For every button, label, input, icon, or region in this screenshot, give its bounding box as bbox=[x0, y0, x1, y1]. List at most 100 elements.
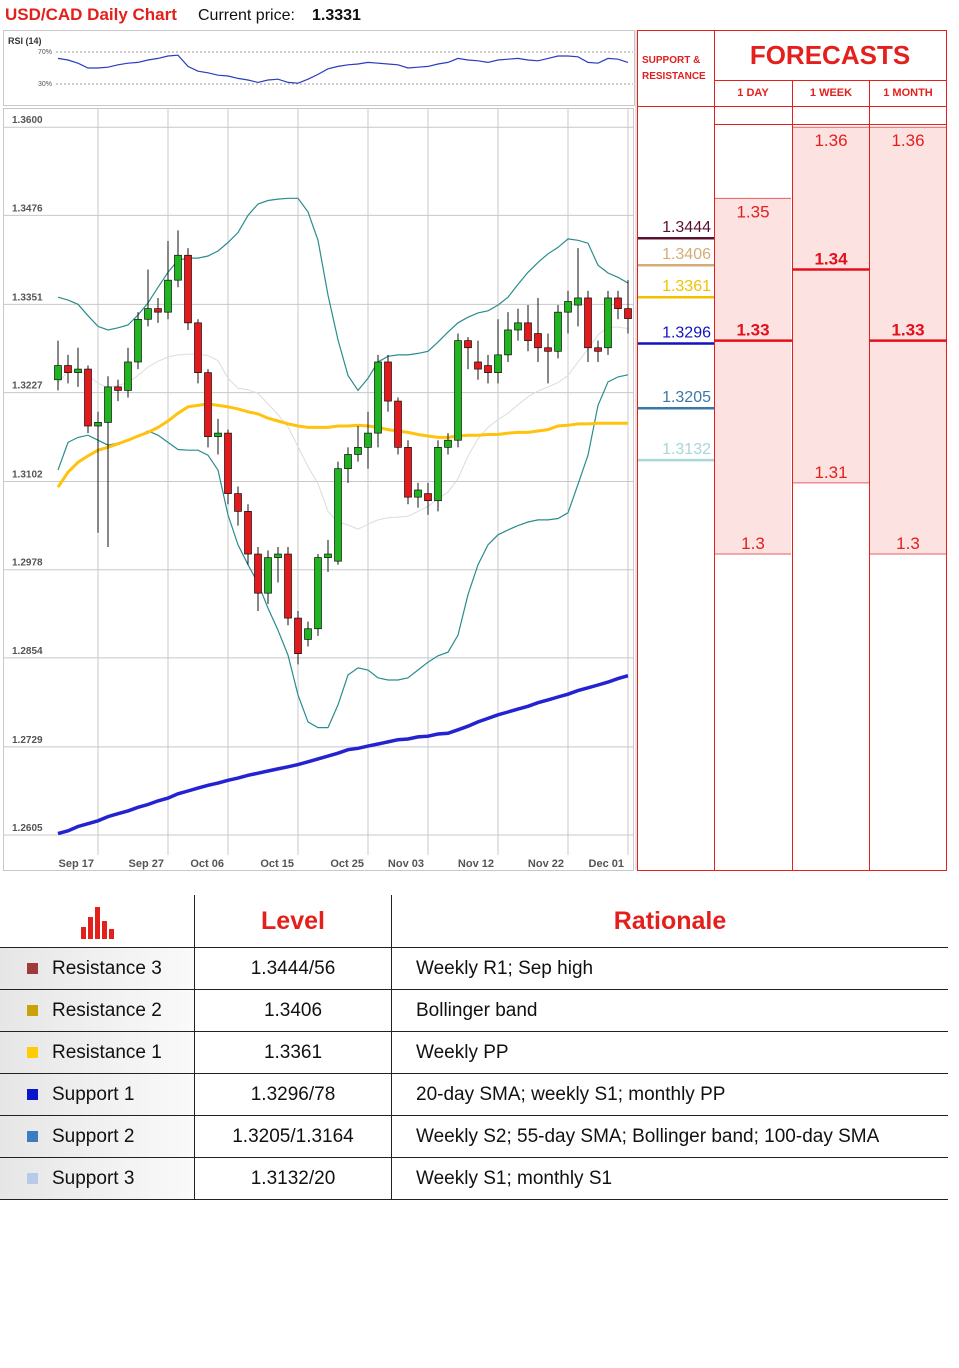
candle-body bbox=[614, 297, 622, 309]
candle-body bbox=[204, 372, 212, 438]
candle-body bbox=[464, 340, 472, 349]
rationale-cell: Weekly S1; monthly S1 bbox=[416, 1167, 613, 1189]
candle-body bbox=[494, 354, 502, 373]
y-tick-label: 1.2854 bbox=[12, 646, 43, 657]
level-cell: 1.3444/56 bbox=[195, 948, 392, 989]
rsi-line bbox=[57, 54, 629, 84]
candle-body bbox=[144, 308, 152, 320]
y-tick-label: 1.2605 bbox=[12, 823, 43, 834]
y-tick-label: 70% bbox=[38, 49, 52, 56]
name-cell: Support 2 bbox=[0, 1116, 195, 1157]
level-cell: 1.3406 bbox=[195, 990, 392, 1031]
candle-body bbox=[524, 322, 532, 341]
table-row: Support 3 1.3132/20 Weekly S1; monthly S1 bbox=[0, 1158, 948, 1200]
candle-body bbox=[324, 553, 332, 558]
candle-body bbox=[314, 557, 322, 630]
candle-body bbox=[564, 301, 572, 313]
candle-body bbox=[594, 347, 602, 352]
candle-body bbox=[544, 347, 552, 352]
forecast-label: 1.33 bbox=[736, 321, 769, 340]
overlay-line bbox=[56, 402, 628, 489]
candle-body bbox=[534, 333, 542, 349]
x-tick-label: Oct 06 bbox=[190, 858, 224, 870]
level-cell: 1.3296/78 bbox=[195, 1074, 392, 1115]
color-swatch bbox=[27, 1089, 38, 1100]
candle-body bbox=[384, 361, 392, 402]
table-header: Level Rationale bbox=[0, 895, 948, 948]
overlay-line bbox=[57, 674, 629, 836]
candle-body bbox=[94, 422, 102, 427]
forecast-label: 1.34 bbox=[814, 249, 848, 268]
y-tick-label: 1.3600 bbox=[12, 115, 43, 126]
column-label: 1 MONTH bbox=[883, 87, 933, 99]
rationale-cell: 20-day SMA; weekly S1; monthly PP bbox=[416, 1083, 726, 1105]
x-tick-label: Oct 15 bbox=[260, 858, 294, 870]
price: 1.3331 bbox=[312, 7, 361, 24]
candle-body bbox=[274, 553, 282, 558]
name-cell: Support 1 bbox=[0, 1074, 195, 1115]
candle-body bbox=[114, 386, 122, 391]
candle-body bbox=[404, 446, 412, 498]
y-tick-label: 1.2729 bbox=[12, 735, 43, 746]
table-row: Resistance 2 1.3406 Bollinger band bbox=[0, 990, 948, 1032]
name-cell: Resistance 2 bbox=[0, 990, 195, 1031]
candle-body bbox=[64, 365, 72, 373]
forecast-label: 1.3 bbox=[741, 534, 765, 553]
forecast-label: 1.31 bbox=[814, 463, 847, 482]
overlay-line bbox=[57, 374, 629, 729]
rationale-cell: Bollinger band bbox=[416, 999, 538, 1021]
row-name: Support 2 bbox=[52, 1125, 135, 1147]
level-cell: 1.3205/1.3164 bbox=[195, 1116, 392, 1157]
x-tick-label: Nov 12 bbox=[458, 858, 494, 870]
level-label: 1.3444 bbox=[662, 219, 711, 236]
color-swatch bbox=[27, 1047, 38, 1058]
column-label: 1 DAY bbox=[737, 87, 769, 99]
candle-body bbox=[224, 432, 232, 494]
candle-body bbox=[364, 432, 372, 448]
table-row: Support 2 1.3205/1.3164 Weekly S2; 55-day … bbox=[0, 1116, 948, 1158]
name-cell: Resistance 1 bbox=[0, 1032, 195, 1073]
candle-body bbox=[304, 628, 312, 640]
support-resistance-title: SUPPORT & RESISTANCE bbox=[642, 55, 706, 82]
header-cell: Level bbox=[195, 895, 392, 947]
candle-body bbox=[124, 361, 132, 391]
y-tick-label: 1.3227 bbox=[12, 381, 43, 392]
candle-body bbox=[184, 254, 192, 324]
y-tick-label: 30% bbox=[38, 81, 52, 88]
forecast-label: 1.36 bbox=[814, 131, 847, 150]
row-name: Resistance 1 bbox=[52, 1041, 162, 1063]
forecast-range bbox=[715, 198, 791, 555]
x-tick-label: Nov 22 bbox=[528, 858, 564, 870]
level-cell: 1.3132/20 bbox=[195, 1158, 392, 1199]
candle-body bbox=[584, 297, 592, 349]
y-tick-label: 1.3351 bbox=[12, 292, 43, 303]
forecast-frame bbox=[637, 30, 947, 871]
y-tick-label: 1.3102 bbox=[12, 469, 43, 480]
y-tick-label: 1.3476 bbox=[12, 203, 43, 214]
row-name: Resistance 3 bbox=[52, 957, 162, 979]
candle-body bbox=[234, 493, 242, 512]
candle-body bbox=[624, 308, 632, 319]
candle-body bbox=[84, 368, 92, 427]
overlay-line bbox=[57, 197, 629, 392]
level-label: 1.3296 bbox=[662, 324, 711, 341]
row-name: Support 3 bbox=[52, 1167, 135, 1189]
candle-body bbox=[444, 439, 452, 448]
level-label: 1.3205 bbox=[662, 389, 711, 406]
candle-body bbox=[164, 279, 172, 313]
candle-body bbox=[74, 368, 82, 373]
candle-body bbox=[424, 493, 432, 502]
candle-body bbox=[104, 386, 112, 423]
table-row: Resistance 1 1.3361 Weekly PP bbox=[0, 1032, 948, 1074]
x-tick-label: Sep 17 bbox=[59, 858, 94, 870]
candle-body bbox=[374, 361, 382, 434]
candle-body bbox=[434, 446, 442, 502]
row-name: Support 1 bbox=[52, 1083, 135, 1105]
candle-body bbox=[134, 318, 142, 363]
candle-body bbox=[264, 557, 272, 594]
row-name: Resistance 2 bbox=[52, 999, 162, 1021]
candle-body bbox=[574, 297, 582, 306]
forecast-label: 1.36 bbox=[891, 131, 924, 150]
name-cell: Support 3 bbox=[0, 1158, 195, 1199]
